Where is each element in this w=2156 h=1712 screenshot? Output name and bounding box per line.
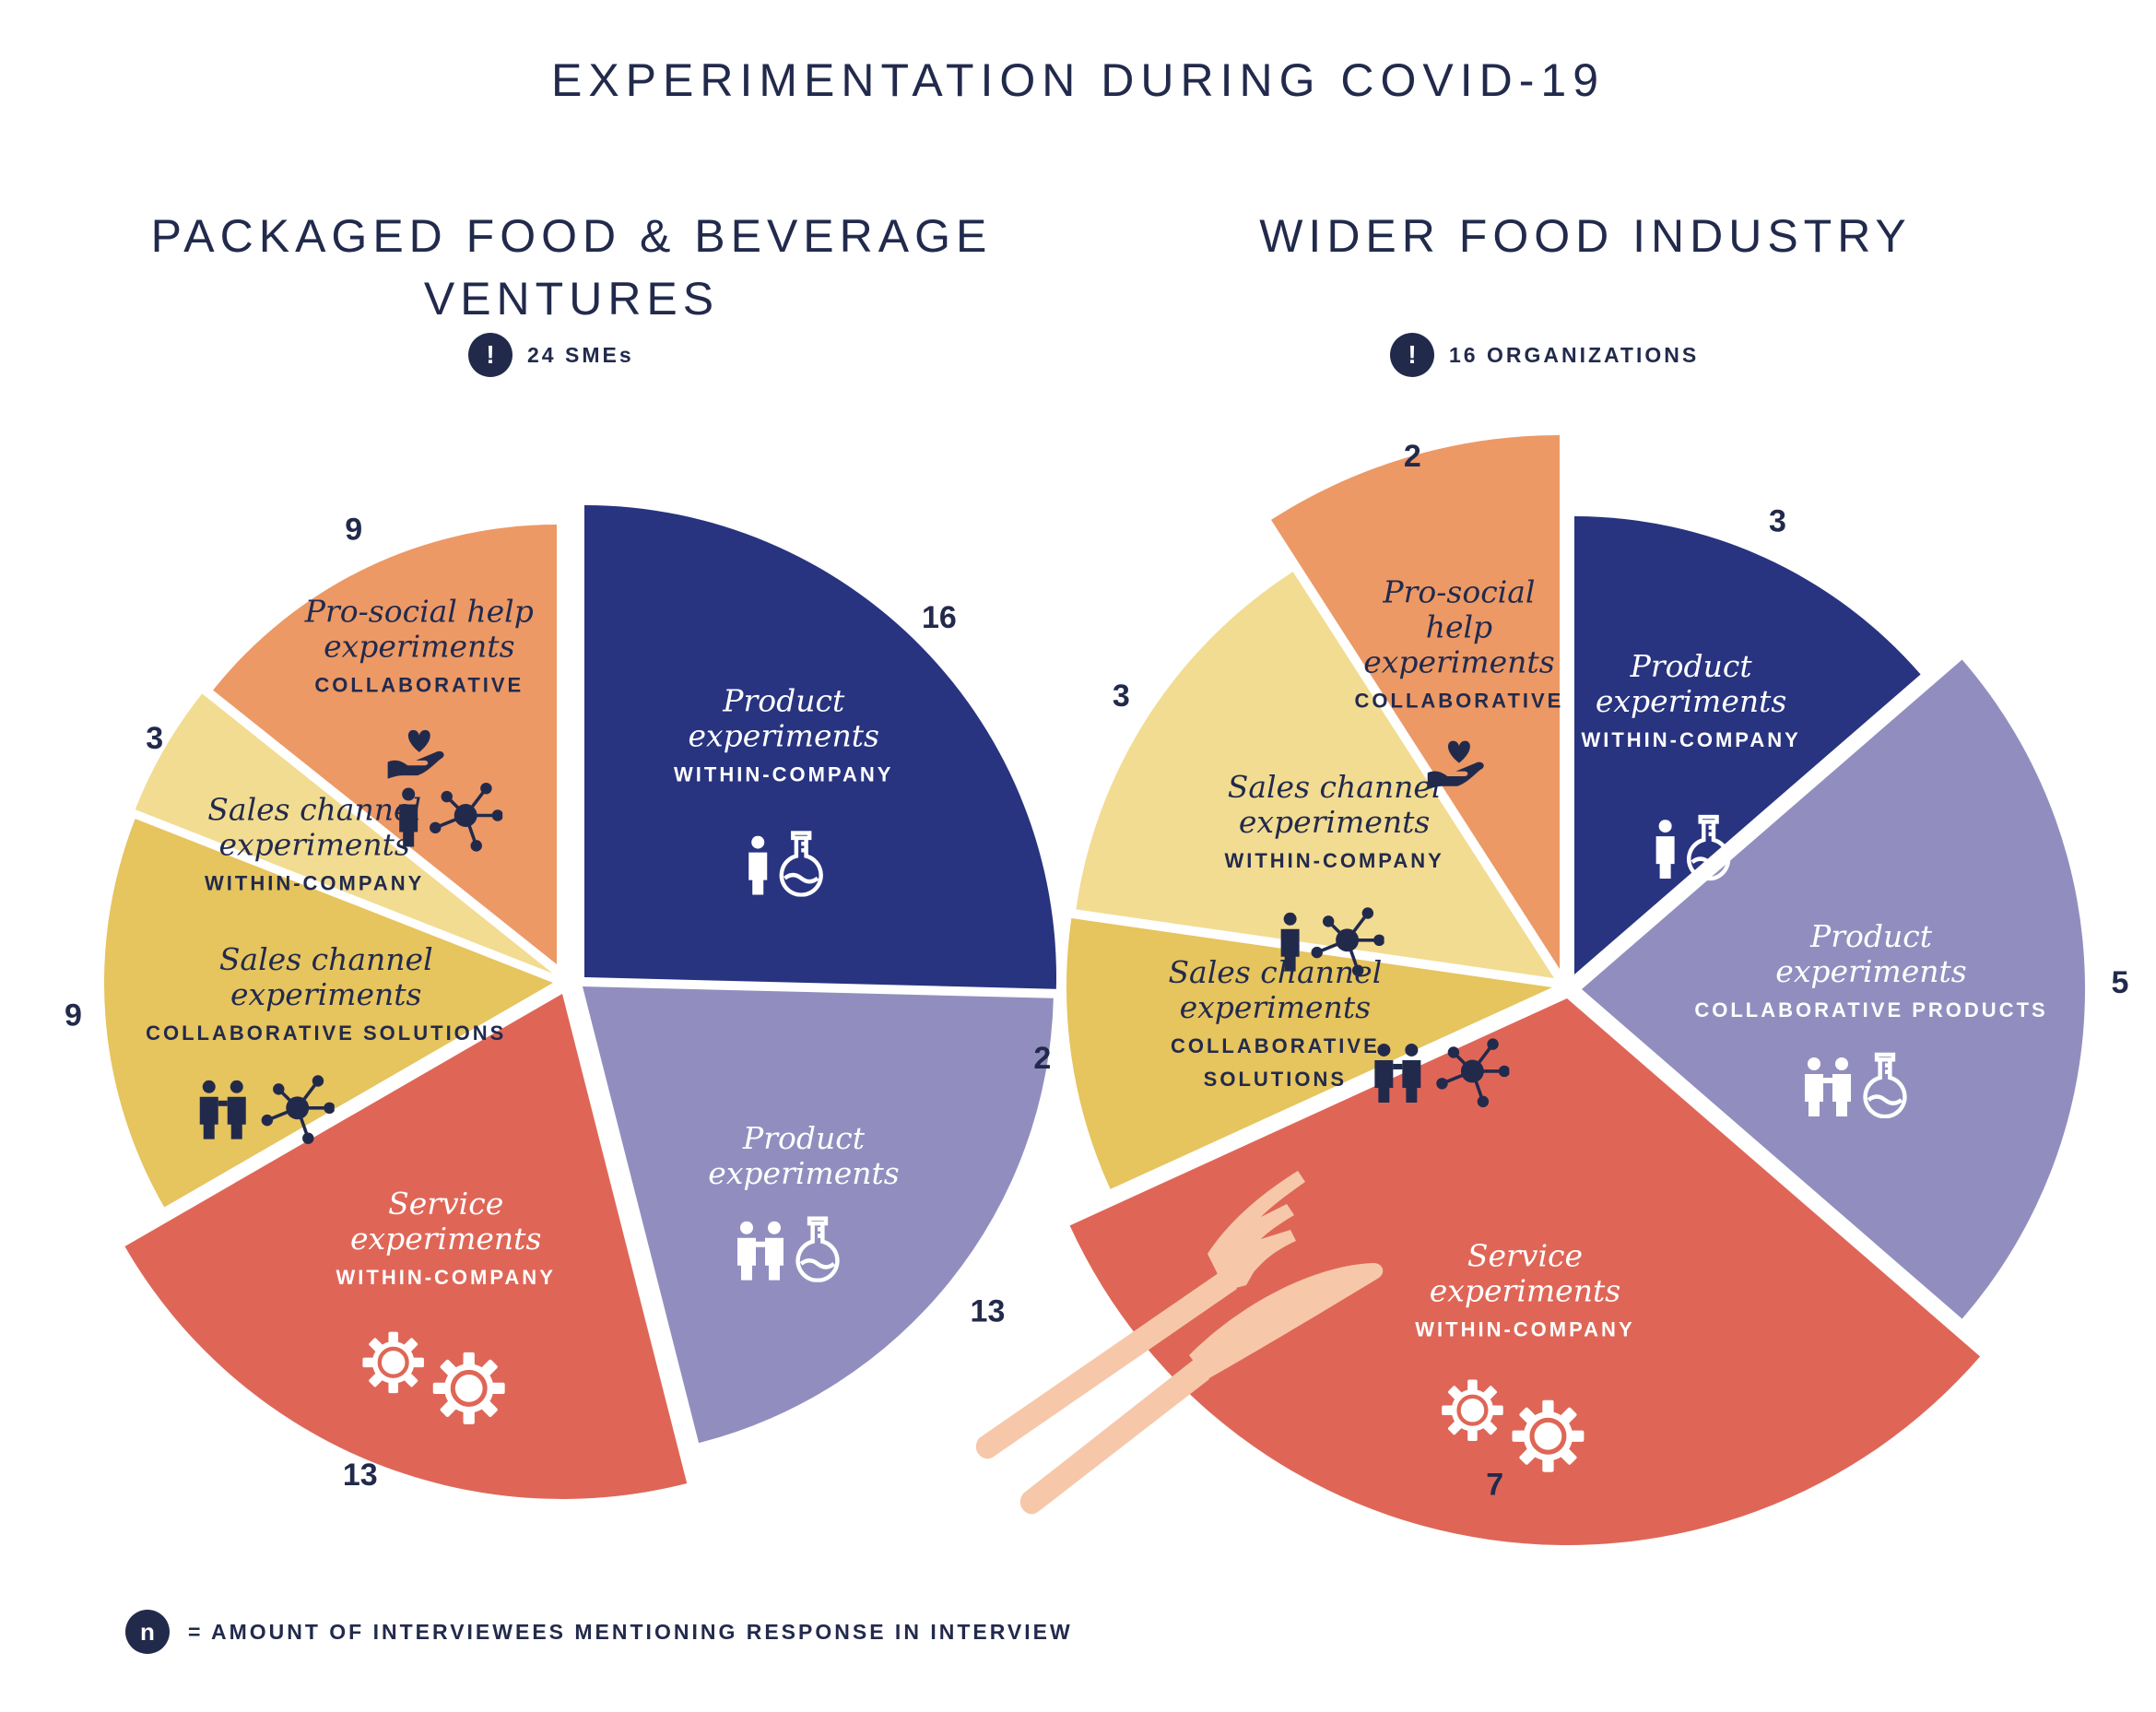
slice-value-label: 9 (65, 998, 82, 1033)
two-people-flask-icon (1805, 1055, 1904, 1116)
slice-category-label: experiments (324, 629, 514, 665)
slice-category-label: experiments (1180, 989, 1371, 1025)
slice-type-label: WITHIN-COMPANY (205, 872, 424, 895)
knife-icon (1019, 1263, 1384, 1515)
slice-category-label: Sales channel (207, 792, 421, 828)
cutlery-illustration (975, 1171, 1384, 1515)
sample-size-text: 24 SMEs (527, 342, 634, 367)
chart-title-line: PACKAGED FOOD & BEVERAGE (150, 210, 993, 262)
slice-category-label: Sales channel (1228, 769, 1442, 805)
two-people-flask-icon (737, 1219, 837, 1281)
slice-category-label: Product (1630, 648, 1753, 684)
slice-category-label: experiments (689, 718, 879, 754)
value-labels: 16 13 13 9 3 9 3 5 7 2 3 2 (65, 439, 2128, 1502)
fork-icon (975, 1171, 1305, 1459)
sample-size-text: 16 ORGANIZATIONS (1449, 342, 1700, 367)
pie-slice-product-experiments-0 (584, 505, 1056, 989)
slice-category-label: Pro-social (1382, 573, 1535, 609)
pie-slice-pro-social-help-experiments-5 (213, 525, 557, 964)
slice-value-label: 3 (146, 721, 163, 756)
slice-labels: ProductexperimentsWITHIN-COMPANYProducte… (146, 573, 2047, 1472)
slice-type-label: WITHIN-COMPANY (1581, 728, 1800, 751)
sample-size-badge-packaged: ! 24 SMEs (468, 333, 634, 377)
slice-value-label: 3 (1113, 679, 1130, 714)
slice-type-label: COLLABORATIVE (314, 674, 524, 697)
slice-value-label: 13 (971, 1294, 1006, 1329)
footnote-text: = AMOUNT OF INTERVIEWEES MENTIONING RESP… (188, 1619, 1073, 1644)
slice-value-label: 3 (1769, 504, 1786, 539)
pie-slice-product-experiments-1 (1582, 659, 2085, 1319)
slice-category-label: experiments (230, 976, 421, 1012)
pie-slice-sales-channel-experiments-4 (135, 693, 553, 974)
slice-type-label: COLLABORATIVE PRODUCTS (1694, 998, 2047, 1021)
slice-type-label: COLLABORATIVE (1355, 689, 1564, 712)
slice-category-label: experiments (708, 1155, 899, 1191)
slice-type-label: COLLABORATIVE SOLUTIONS (146, 1021, 506, 1045)
chart-title-line: WIDER FOOD INDUSTRY (1259, 210, 1912, 262)
slice-category-label: experiments (218, 827, 409, 863)
slice-category-label: experiments (1775, 953, 1966, 989)
pie-chart-wider (1066, 435, 2085, 1545)
n-symbol-icon: n (125, 1610, 170, 1654)
pie-slice-sales-channel-experiments-3 (1066, 918, 1552, 1189)
pie-slice-sales-channel-experiments-4 (1076, 572, 1554, 978)
slice-value-label: 16 (922, 600, 957, 635)
slice-category-label: experiments (1596, 683, 1786, 719)
legend-footnote: n = AMOUNT OF INTERVIEWEES MENTIONING RE… (125, 1610, 1073, 1654)
exclamation-icon: ! (468, 333, 512, 377)
slice-value-label: 5 (2112, 965, 2129, 1000)
slice-category-label: Product (742, 1120, 866, 1156)
exclamation-icon: ! (1390, 333, 1434, 377)
sample-size-badge-wider: ! 16 ORGANIZATIONS (1390, 333, 1699, 377)
slice-category-label: experiments (1430, 1273, 1620, 1309)
chart-title-line: VENTURES (423, 273, 720, 325)
slice-value-label: 2 (1033, 1041, 1051, 1076)
slice-category-label: experiments (350, 1221, 541, 1257)
two-people-network-icon (1374, 1036, 1510, 1108)
pie-slice-product-experiments-1 (583, 986, 1054, 1444)
slice-category-label: Product (722, 683, 845, 719)
slice-type-label: WITHIN-COMPANY (674, 763, 893, 786)
pie-slice-service-experiments-2 (1069, 998, 1981, 1545)
slice-type-label: SOLUTIONS (1204, 1068, 1347, 1091)
slice-value-label: 7 (1486, 1467, 1503, 1502)
slice-category-label: Sales channel (219, 941, 433, 977)
pie-slice-pro-social-help-experiments-5 (1270, 435, 1560, 969)
slice-category-label: Service (1467, 1238, 1583, 1274)
slice-value-label: 9 (345, 512, 362, 547)
slice-category-label: experiments (1363, 643, 1554, 679)
chart-title-wider: WIDER FOOD INDUSTRY (1157, 205, 2014, 267)
slice-category-label: Product (1809, 918, 1933, 954)
page-title: EXPERIMENTATION DURING COVID-19 (550, 54, 1606, 106)
slice-category-label: Service (388, 1186, 503, 1222)
slice-category-label: experiments (1239, 804, 1430, 840)
chart-title-packaged: PACKAGED FOOD & BEVERAGE VENTURES (129, 205, 1014, 330)
two-people-network-icon (199, 1073, 335, 1145)
slice-type-label: COLLABORATIVE (1171, 1034, 1380, 1057)
slice-value-label: 13 (343, 1458, 378, 1493)
slice-category-label: Pro-social help (304, 594, 534, 630)
pie-slice-service-experiments-2 (124, 994, 688, 1499)
slice-type-label: WITHIN-COMPANY (1224, 849, 1443, 872)
slice-type-label: WITHIN-COMPANY (1415, 1318, 1634, 1341)
slice-type-label: WITHIN-COMPANY (336, 1266, 556, 1289)
slice-category-label: Sales channel (1168, 954, 1382, 990)
slice-value-label: 2 (1404, 439, 1421, 474)
slice-category-label: help (1426, 608, 1492, 644)
